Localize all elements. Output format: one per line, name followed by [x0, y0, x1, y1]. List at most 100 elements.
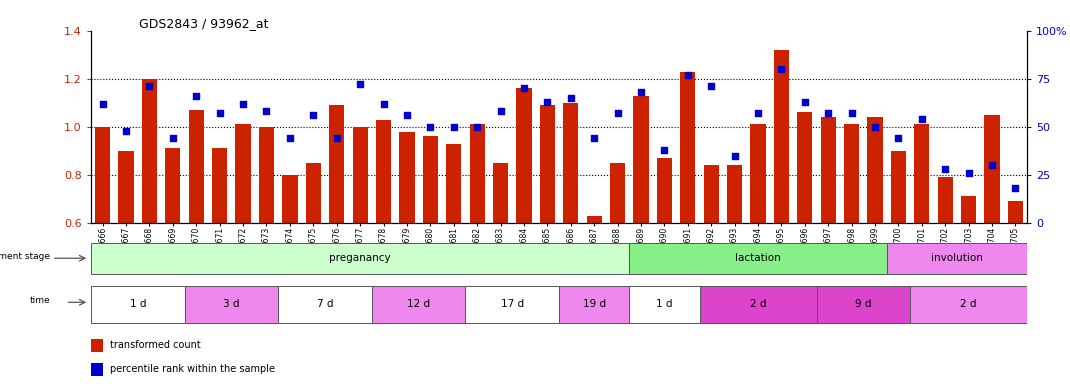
Text: 2 d: 2 d — [750, 299, 766, 310]
Text: percentile rank within the sample: percentile rank within the sample — [110, 364, 275, 374]
Point — [796, 99, 813, 105]
Bar — [704, 165, 719, 367]
Text: 1 d: 1 d — [656, 299, 673, 310]
Point — [609, 110, 626, 116]
Point — [585, 135, 602, 141]
Point — [727, 152, 744, 159]
Point — [960, 170, 977, 176]
Point — [94, 101, 111, 107]
Bar — [376, 119, 392, 367]
Point — [187, 93, 204, 99]
Text: involution: involution — [931, 253, 983, 263]
Text: 9 d: 9 d — [855, 299, 872, 310]
Bar — [633, 96, 648, 367]
Text: development stage: development stage — [0, 252, 50, 261]
Bar — [937, 177, 953, 367]
Bar — [1008, 201, 1023, 367]
Bar — [727, 165, 743, 367]
Bar — [95, 127, 110, 367]
Bar — [887, 243, 1027, 274]
Bar — [610, 163, 625, 367]
Bar — [446, 144, 461, 367]
Point — [492, 108, 509, 114]
Text: 17 d: 17 d — [501, 299, 524, 310]
Bar — [517, 88, 532, 367]
Bar — [91, 286, 184, 323]
Bar — [235, 124, 250, 367]
Bar — [891, 151, 906, 367]
Point — [749, 110, 766, 116]
Text: 3 d: 3 d — [224, 299, 240, 310]
Bar — [961, 196, 976, 367]
Point — [1007, 185, 1024, 191]
Bar — [212, 148, 227, 367]
Point — [914, 116, 931, 122]
Point — [843, 110, 860, 116]
Point — [469, 124, 486, 130]
Point — [398, 112, 415, 118]
Bar — [372, 286, 465, 323]
Point — [890, 135, 907, 141]
Point — [656, 147, 673, 153]
Point — [679, 72, 697, 78]
Bar — [539, 105, 555, 367]
Bar — [984, 115, 999, 367]
Point — [234, 101, 251, 107]
Point — [983, 162, 1000, 168]
Bar — [91, 339, 103, 352]
Bar — [352, 127, 368, 367]
Point — [374, 101, 392, 107]
Bar — [586, 215, 601, 367]
Bar — [774, 50, 789, 367]
Bar — [142, 79, 157, 367]
Point — [352, 81, 369, 88]
Bar — [465, 286, 560, 323]
Bar — [282, 175, 297, 367]
Bar — [165, 148, 181, 367]
Point — [328, 135, 346, 141]
Bar — [330, 105, 345, 367]
Text: 7 d: 7 d — [317, 299, 333, 310]
Point — [422, 124, 439, 130]
Point — [936, 166, 953, 172]
Bar — [821, 117, 836, 367]
Point — [211, 110, 228, 116]
Bar — [560, 286, 629, 323]
Text: 12 d: 12 d — [407, 299, 430, 310]
Bar — [493, 163, 508, 367]
Text: 1 d: 1 d — [129, 299, 146, 310]
Bar — [423, 136, 438, 367]
Bar — [563, 103, 579, 367]
Bar — [629, 286, 700, 323]
Text: lactation: lactation — [735, 253, 781, 263]
Point — [632, 89, 649, 95]
Bar — [657, 158, 672, 367]
Point — [867, 124, 884, 130]
Point — [165, 135, 182, 141]
Bar — [816, 286, 911, 323]
Point — [539, 99, 556, 105]
Point — [820, 110, 837, 116]
Point — [562, 95, 579, 101]
Text: GDS2843 / 93962_at: GDS2843 / 93962_at — [139, 17, 269, 30]
Bar — [629, 243, 887, 274]
Bar — [868, 117, 883, 367]
Bar — [188, 110, 204, 367]
Point — [141, 83, 158, 89]
Text: 2 d: 2 d — [961, 299, 977, 310]
Bar — [681, 71, 696, 367]
Bar — [797, 112, 812, 367]
Bar — [399, 131, 414, 367]
Point — [703, 83, 720, 89]
Text: preganancy: preganancy — [330, 253, 391, 263]
Point — [281, 135, 299, 141]
Bar — [91, 243, 629, 274]
Bar — [470, 124, 485, 367]
Text: 19 d: 19 d — [583, 299, 606, 310]
Point — [516, 85, 533, 91]
Bar — [119, 151, 134, 367]
Bar — [914, 124, 930, 367]
Point — [445, 124, 462, 130]
Point — [305, 112, 322, 118]
Bar — [750, 124, 766, 367]
